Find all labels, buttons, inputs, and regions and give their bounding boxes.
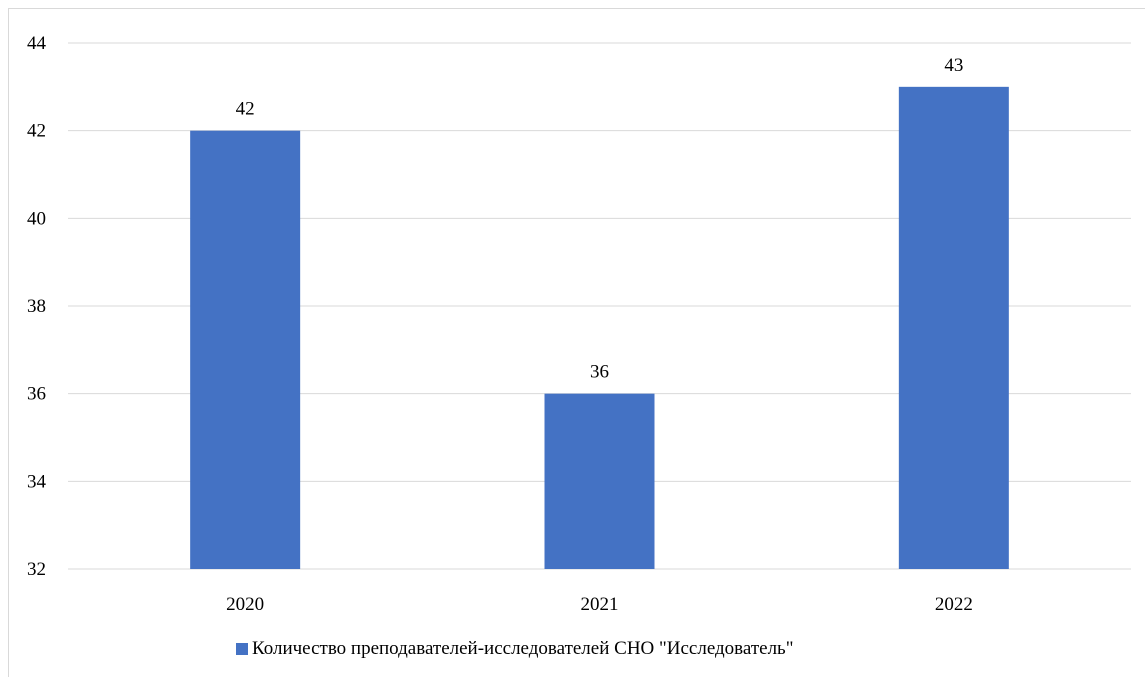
legend-swatch [236,643,248,655]
chart-left-border [8,8,9,677]
data-label-2020: 42 [236,99,255,120]
y-tick-label-40: 40 [27,208,46,229]
y-tick-label-32: 32 [27,559,46,580]
y-tick-label-34: 34 [27,471,47,492]
legend-label: Количество преподавателей-исследователей… [252,638,794,659]
chart-top-border [8,8,1145,9]
y-tick-label-42: 42 [27,121,46,142]
bar-2021 [544,393,655,569]
y-tick-label-36: 36 [27,384,46,405]
x-tick-label-2021: 2021 [581,594,619,615]
legend: Количество преподавателей-исследователей… [236,637,793,661]
data-label-2021: 36 [590,362,609,383]
bar-2022 [898,86,1009,569]
y-tick-label-44: 44 [27,33,47,54]
data-label-2022: 43 [944,55,963,76]
x-tick-label-2020: 2020 [226,594,264,615]
bar-2020 [190,130,301,569]
y-tick-label-38: 38 [27,296,46,317]
x-tick-label-2022: 2022 [935,594,973,615]
